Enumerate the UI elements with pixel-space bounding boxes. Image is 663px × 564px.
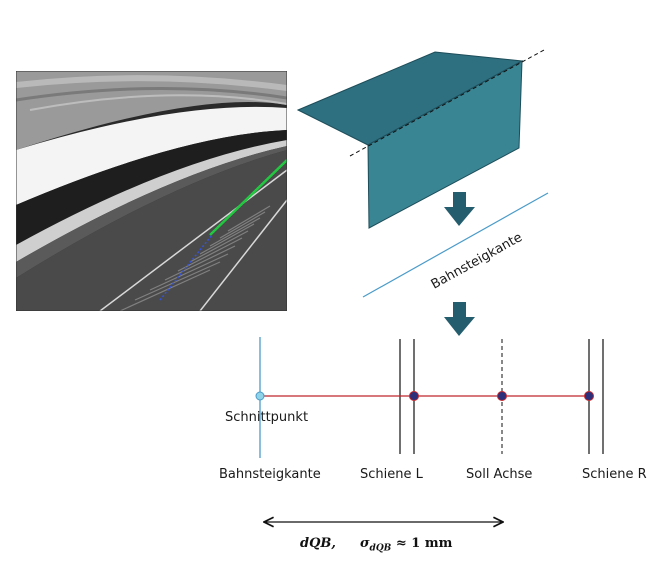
accuracy-value: 1 mm <box>411 536 453 551</box>
cross-section-schematic <box>255 337 604 522</box>
point-cloud-image <box>16 71 287 311</box>
sigma-subscript: dQB <box>369 543 392 554</box>
rail-left-label: Schiene L <box>360 467 423 482</box>
platform-edge-diagonal-label: Bahnsteigkante <box>429 230 525 292</box>
target-axis-point-marker <box>497 391 507 401</box>
rail-right-label: Schiene R <box>582 467 647 482</box>
arrow-down-icon-2 <box>444 302 475 336</box>
intersection-point-label: Schnittpunkt <box>225 410 309 425</box>
platform-edge-dashed-line <box>349 49 545 157</box>
intersection-point-marker <box>255 391 265 401</box>
platform-edge-label: Bahnsteigkante <box>219 467 321 482</box>
accuracy-formula: dQB, σdQB ≈ 1 mm <box>300 536 452 554</box>
approx-symbol: ≈ <box>395 536 407 551</box>
target-axis-label: Soll Achse <box>466 467 533 482</box>
arrow-down-icon-1 <box>444 192 475 226</box>
sigma-symbol: σ <box>359 536 370 551</box>
distance-symbol: dQB, <box>300 536 336 551</box>
platform-3d-model <box>296 49 545 229</box>
rail-left-point-marker <box>409 391 419 401</box>
platform-edge-line-diagonal <box>362 192 549 298</box>
rail-right-point-marker <box>584 391 594 401</box>
